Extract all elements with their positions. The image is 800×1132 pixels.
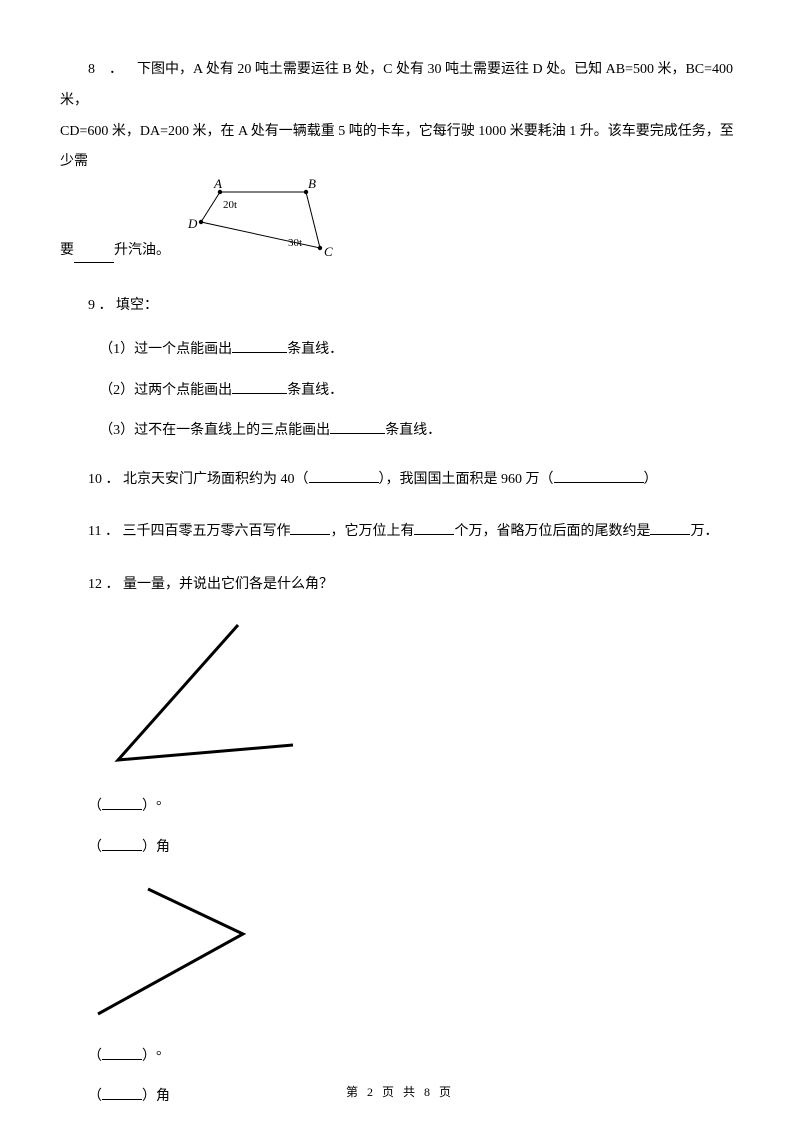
q9-s2-post: 条直线．: [287, 383, 343, 398]
question-12: 12 ． 量一量，并说出它们各是什么角？: [60, 570, 740, 601]
footer-post: 页: [433, 1085, 454, 1099]
q8-line2-text: CD=600 米，DA=200 米，在 A 处有一辆载重 5 吨的卡车，它每行驶…: [60, 117, 740, 179]
q8-suffix-post: 升汽油。: [114, 240, 170, 268]
q11-blank3: [650, 521, 690, 535]
question-8: 8 ． 下图中，A 处有 20 吨土需要运往 B 处，C 处有 30 吨土需要运…: [60, 55, 740, 269]
q9-s3-post: 条直线．: [385, 423, 441, 438]
q10-blank1: [309, 469, 379, 483]
q8-line1: 8 ． 下图中，A 处有 20 吨土需要运往 B 处，C 处有 30 吨土需要运…: [60, 55, 740, 117]
q11-blank1: [290, 521, 330, 535]
paren-open: （: [88, 799, 102, 814]
label-C: C: [324, 244, 333, 259]
q11-sep: ．: [105, 524, 119, 539]
question-9: 9 ． 填空：: [60, 291, 740, 322]
angle1-deg: （ ）°: [88, 796, 740, 818]
q9-s2-blank: [232, 380, 287, 394]
q11-t4: 万．: [690, 524, 718, 539]
q9-number: 9: [88, 298, 95, 313]
angle1-deg-blank: [102, 796, 142, 810]
q8-text2: CD=600 米，DA=200 米，在 A 处有一辆载重 5 吨的卡车，它每行驶…: [60, 124, 734, 170]
q8-blank: [74, 249, 114, 263]
q9-sub2: （2）过两个点能画出 条直线．: [71, 380, 740, 402]
question-10: 10 ． 北京天安门广场面积约为 40（ ），我国国土面积是 960 万（ ）: [60, 465, 740, 496]
q9-sub3: （3）过不在一条直线上的三点能画出 条直线．: [71, 420, 740, 442]
paren-open2: （: [88, 840, 102, 855]
q9-s2-pre: （2）过两个点能画出: [99, 383, 232, 398]
footer-page: 2: [367, 1085, 376, 1099]
q12-sep: ．: [106, 577, 120, 592]
angle2-deg: （ ）°: [88, 1046, 740, 1068]
q9-s1-pre: （1）过一个点能画出: [99, 342, 232, 357]
q11-t1: 三千四百零五万零六百写作: [122, 524, 290, 539]
q10-sep: ．: [106, 472, 120, 487]
angle1-type: （ ）角: [88, 837, 740, 859]
label-30t: 30t: [288, 237, 302, 249]
angle2-path: [98, 889, 243, 1014]
footer-total: 8: [424, 1085, 433, 1099]
q9-s1-post: 条直线．: [287, 342, 343, 357]
q10-t1: 北京天安门广场面积约为 40（: [123, 472, 309, 487]
q8-diagram: A B C D 20t 30t: [178, 178, 348, 268]
q10-blank2: [554, 469, 644, 483]
q11-blank2: [414, 521, 454, 535]
paren-close2: ）角: [142, 840, 170, 855]
footer-pre: 第: [346, 1085, 367, 1099]
q9-s3-blank: [330, 420, 385, 434]
footer-mid: 页 共: [376, 1085, 424, 1099]
q11-t3: 个万，省略万位后面的尾数约是: [454, 524, 650, 539]
question-11: 11 ． 三千四百零五万零六百写作 ，它万位上有 个万，省略万位后面的尾数约是 万．: [60, 517, 740, 548]
label-20t: 20t: [223, 199, 237, 211]
q10-t2: ），我国国土面积是 960 万（: [379, 472, 554, 487]
label-D: D: [187, 216, 198, 231]
q8-sep: ．: [109, 62, 123, 77]
q9-title: 填空：: [116, 298, 158, 313]
angle2-deg-blank: [102, 1046, 142, 1060]
angle1-type-blank: [102, 837, 142, 851]
q9-sep: ．: [99, 298, 113, 313]
label-B: B: [308, 178, 316, 191]
angle1-path: [118, 625, 293, 760]
q12-number: 12: [88, 577, 102, 592]
q8-line3: 要 升汽油。 A B C D 20t 30t: [60, 178, 740, 268]
q10-number: 10: [88, 472, 102, 487]
q9-s3-pre: （3）过不在一条直线上的三点能画出: [99, 423, 330, 438]
q11-t2: ，它万位上有: [330, 524, 414, 539]
paren-close3: ）°: [142, 1049, 162, 1064]
angle1-figure: [88, 615, 740, 778]
page-footer: 第 2 页 共 8 页: [0, 1083, 800, 1102]
paren-close: ）°: [142, 799, 162, 814]
q12-title: 量一量，并说出它们各是什么角？: [123, 577, 333, 592]
q8-suffix-pre: 要: [60, 240, 74, 268]
q8-number: 8: [88, 62, 95, 77]
label-A: A: [213, 178, 222, 191]
paren-open3: （: [88, 1049, 102, 1064]
q9-s1-blank: [232, 339, 287, 353]
q11-number: 11: [88, 524, 101, 539]
q9-sub1: （1）过一个点能画出 条直线．: [71, 339, 740, 361]
q10-t3: ）: [644, 472, 658, 487]
angle2-figure: [88, 879, 740, 1027]
q8-text1: 下图中，A 处有 20 吨土需要运往 B 处，C 处有 30 吨土需要运往 D …: [60, 62, 733, 108]
